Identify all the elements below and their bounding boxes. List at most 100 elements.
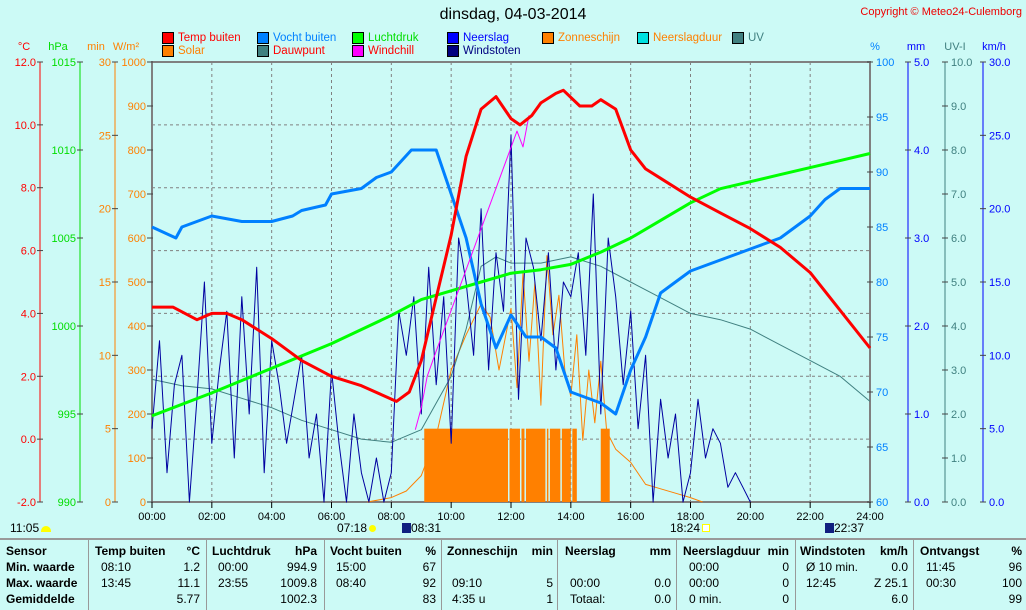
table-cell: 0: [782, 560, 789, 574]
table-cell: 00:00: [689, 576, 720, 590]
sunshine-bar: [600, 428, 610, 502]
series-vocht-buiten: [151, 148, 870, 416]
axis-tick-label: 65: [876, 442, 888, 454]
chart-title: dinsdag, 04-03-2014: [439, 6, 587, 23]
table-cell: 08:10: [101, 560, 132, 574]
axis-tick-label: 100: [876, 57, 894, 69]
table-cell: 92: [422, 576, 436, 590]
table-header: Windstoten: [800, 544, 866, 558]
table-cell: Totaal:: [570, 592, 606, 606]
table-header: Luchtdruk: [212, 544, 271, 558]
table-cell: 08:40: [336, 576, 367, 590]
axis-unit-label: °C: [18, 41, 30, 53]
table-header: %: [1011, 544, 1022, 558]
axis-unit-label: min: [87, 41, 105, 53]
axis-tick-label: -2.0: [17, 497, 36, 509]
legend-swatch: [162, 32, 174, 44]
axis-tick-label: 600: [128, 233, 146, 245]
axis-tick-label: 900: [128, 101, 146, 113]
legend-item: Windstoten: [447, 45, 521, 57]
sunshine-bar: [546, 428, 549, 502]
axis-tick-label: 4.0: [951, 321, 966, 333]
table-header: mm: [649, 544, 671, 558]
legend-label: Luchtdruk: [368, 32, 419, 44]
sunshine-bar: [509, 428, 520, 502]
table-cell: 0.0: [891, 560, 908, 574]
axis-tick-label: 1000: [52, 321, 76, 333]
sunrise-time: 07:18: [337, 521, 368, 535]
axis-unit-label: mm: [907, 41, 925, 53]
axis-tick-label: 0: [140, 497, 146, 509]
axis-tick-label: 7.0: [951, 189, 966, 201]
table-cell: 0.0: [654, 576, 671, 590]
table-cell: Ø 10 min.: [806, 560, 859, 574]
legend-item: Windchill: [352, 45, 414, 57]
sunrise-event: 07:18: [337, 521, 377, 535]
legend-swatch: [637, 32, 649, 44]
axis-tick-label: 1015: [52, 57, 76, 69]
sunshine-bar: [424, 428, 509, 502]
summary-table: Sensor Min. waarde Max. waarde Gemiddelde Te…: [0, 538, 1026, 610]
axis-tick-label: 2.0: [951, 409, 966, 421]
x-tick-label: 18:00: [677, 511, 705, 523]
table-cell: 00:00: [218, 560, 249, 574]
table-cell: 96: [1008, 560, 1022, 574]
x-tick-label: 20:00: [737, 511, 765, 523]
series-temp-buiten: [152, 88, 872, 403]
table-separator: [441, 540, 442, 610]
axis-tick-label: 25: [99, 130, 111, 142]
axis-tick-label: 0.0: [951, 497, 966, 509]
moon-time: 11:05: [10, 521, 40, 535]
legend-item: Temp buiten: [162, 32, 241, 44]
table-header: Max. waarde: [6, 576, 78, 590]
table-cell: 11.1: [177, 576, 200, 590]
legend-label: UV: [748, 32, 764, 44]
legend-swatch: [257, 45, 269, 57]
axis-tick-label: 300: [128, 365, 146, 377]
table-cell: 09:10: [452, 576, 483, 590]
table-header: km/h: [879, 544, 908, 558]
table-separator: [206, 540, 207, 610]
axis-unit-label: %: [870, 41, 880, 53]
x-tick-label: 04:00: [258, 511, 286, 523]
axis-tick-label: 5.0: [914, 57, 929, 69]
sunset-time: 18:24: [670, 521, 701, 535]
axis-unit-label: km/h: [982, 41, 1006, 53]
axis-tick-label: 0.0: [21, 434, 36, 446]
axis-tick-label: 70: [876, 387, 888, 399]
axis-tick-label: 3.0: [951, 365, 966, 377]
legend-item: Solar: [162, 45, 205, 57]
x-tick-label: 08:00: [378, 511, 406, 523]
table-cell: 1: [546, 592, 553, 606]
table-cell: 5: [546, 576, 553, 590]
sunset-icon: [702, 524, 711, 532]
x-tick-label: 22:00: [796, 511, 824, 523]
axis-unit-label: W/m²: [113, 41, 140, 53]
axis-tick-label: 85: [876, 222, 888, 234]
axis-tick-label: 5: [105, 424, 111, 436]
axis-tick-label: 2.0: [21, 371, 36, 383]
axis-tick-label: 8.0: [21, 183, 36, 195]
axis-tick-label: 2.0: [914, 321, 929, 333]
legend-label: Zonneschijn: [558, 32, 621, 44]
legend-label: Windstoten: [463, 45, 521, 57]
axis-tick-label: 1000: [122, 57, 146, 69]
legend-item: Vocht buiten: [257, 32, 336, 44]
table-header: Neerslagduur: [683, 544, 761, 558]
sunshine-bar: [561, 428, 571, 502]
axis-tick-label: 30: [99, 57, 111, 69]
axis-tick-label: 95: [876, 112, 888, 124]
legend-label: Dauwpunt: [273, 45, 325, 57]
axis-tick-label: 15: [99, 277, 111, 289]
table-cell: 11:45: [926, 560, 956, 574]
x-tick-label: 16:00: [617, 511, 645, 523]
table-cell: 13:45: [101, 576, 132, 590]
sunset-event: 18:24: [670, 521, 711, 535]
x-tick-label: 12:00: [497, 511, 525, 523]
x-tick-label: 06:00: [318, 511, 346, 523]
moon-icon: [41, 526, 52, 532]
sunshine-bar: [525, 428, 546, 502]
axis-tick-label: 1005: [52, 233, 76, 245]
sunshine-bar: [572, 428, 577, 502]
table-separator: [795, 540, 796, 610]
